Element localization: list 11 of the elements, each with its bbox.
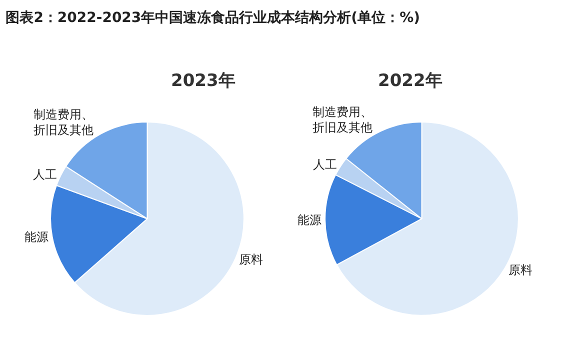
chart-subtitle: 2023年 bbox=[171, 71, 236, 91]
slice-label: 能源 bbox=[298, 212, 322, 227]
slice-label: 人工 bbox=[312, 157, 337, 172]
slice-label: 原料 bbox=[508, 263, 532, 278]
chart-title: 图表2：2022-2023年中国速冻食品行业成本结构分析(单位：%) bbox=[6, 9, 420, 26]
chart-subtitle: 2022年 bbox=[378, 71, 442, 91]
slice-label: 能源 bbox=[24, 230, 49, 244]
slice-label: 人工 bbox=[33, 167, 58, 182]
slice-label: 制造费用、折旧及其他 bbox=[34, 108, 94, 138]
slice-label: 原料 bbox=[238, 252, 263, 267]
slice-label: 制造费用、折旧及其他 bbox=[312, 104, 372, 134]
